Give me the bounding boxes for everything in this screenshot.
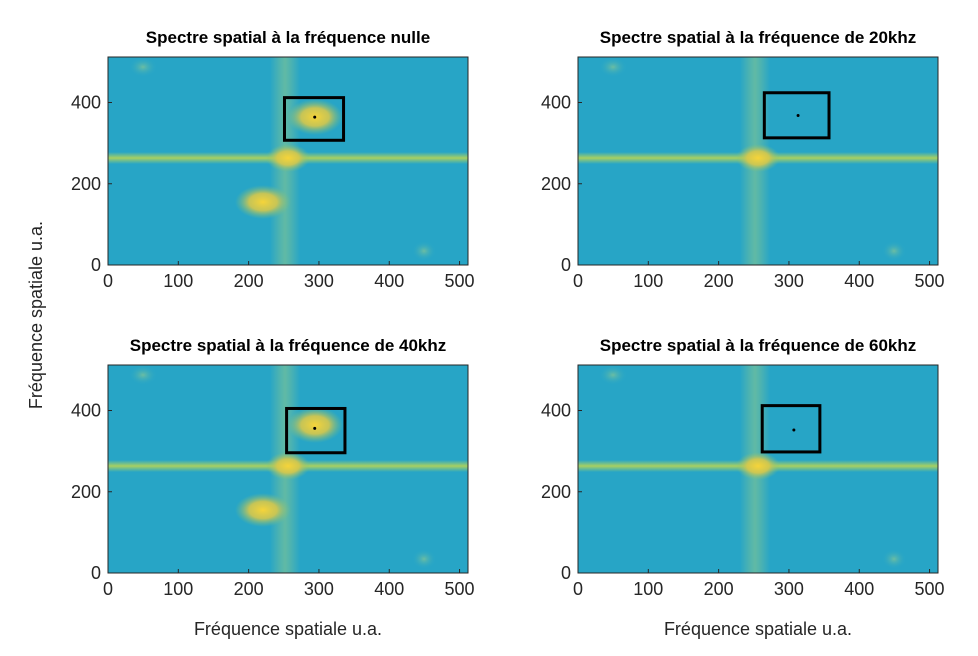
roi-box	[282, 96, 346, 142]
axes-frame	[577, 56, 939, 266]
subplot-title: Spectre spatial à la fréquence de 60khz	[600, 336, 917, 355]
roi-box	[285, 406, 347, 455]
y-tick-label: 0	[91, 563, 101, 583]
x-tick-label: 500	[915, 579, 945, 599]
subplot-title: Spectre spatial à la fréquence de 40khz	[130, 336, 447, 355]
x-tick-label: 200	[234, 579, 264, 599]
roi-center	[313, 115, 317, 119]
subplot-title: Spectre spatial à la fréquence de 20khz	[600, 28, 917, 47]
y-tick-label: 200	[541, 482, 571, 502]
spectrum-image	[108, 57, 468, 265]
y-tick-label: 0	[561, 563, 571, 583]
y-tick-label: 200	[541, 174, 571, 194]
y-tick-label: 400	[71, 93, 101, 113]
y-tick-label: 0	[561, 255, 571, 275]
x-tick-label: 300	[304, 271, 334, 291]
x-tick-label: 200	[704, 271, 734, 291]
x-tick-label: 400	[374, 271, 404, 291]
x-tick-label: 500	[445, 579, 475, 599]
roi-center	[796, 114, 800, 117]
spectrum-image	[578, 365, 938, 573]
x-tick-label: 100	[163, 271, 193, 291]
x-tick-label: 300	[304, 579, 334, 599]
roi-center	[313, 426, 317, 430]
roi-box	[762, 91, 831, 140]
x-tick-label: 0	[573, 271, 583, 291]
x-tick-label: 100	[633, 579, 663, 599]
x-tick-label: 300	[774, 271, 804, 291]
subplot-title: Spectre spatial à la fréquence nulle	[146, 28, 430, 47]
x-tick-label: 400	[844, 579, 874, 599]
y-tick-label: 400	[541, 401, 571, 421]
x-tick-label: 300	[774, 579, 804, 599]
x-tick-label: 0	[103, 271, 113, 291]
x-tick-label: 400	[844, 271, 874, 291]
x-tick-label: 400	[374, 579, 404, 599]
roi-center	[792, 428, 796, 432]
x-tick-label: 200	[704, 579, 734, 599]
x-axis-label: Fréquence spatiale u.a.	[664, 619, 852, 639]
axes-frame	[577, 364, 939, 574]
x-tick-label: 0	[573, 579, 583, 599]
x-tick-label: 200	[234, 271, 264, 291]
y-tick-label: 200	[71, 482, 101, 502]
x-tick-label: 100	[163, 579, 193, 599]
spectrum-image	[108, 365, 468, 573]
x-tick-label: 0	[103, 579, 113, 599]
x-axis-label: Fréquence spatiale u.a.	[194, 619, 382, 639]
y-axis-label: Fréquence spatiale u.a.	[26, 221, 46, 409]
axes-frame	[107, 56, 469, 266]
roi-box	[760, 404, 822, 454]
y-tick-label: 200	[71, 174, 101, 194]
axes-frame	[107, 364, 469, 574]
y-tick-label: 400	[71, 401, 101, 421]
x-tick-label: 500	[445, 271, 475, 291]
x-tick-label: 100	[633, 271, 663, 291]
x-tick-label: 500	[915, 271, 945, 291]
spectrum-image	[578, 57, 938, 265]
y-tick-label: 0	[91, 255, 101, 275]
y-tick-label: 400	[541, 93, 571, 113]
